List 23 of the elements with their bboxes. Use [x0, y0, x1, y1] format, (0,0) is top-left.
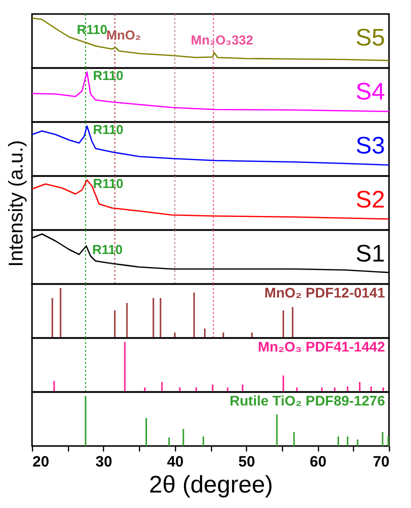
annotation: R110: [76, 22, 108, 37]
series-label: Rutile TiO₂ PDF89-1276: [230, 392, 386, 409]
x-tick-label: 70: [372, 454, 390, 470]
series-label: S1: [356, 240, 385, 268]
x-tick-label: 40: [166, 454, 184, 470]
series-label: S3: [356, 132, 385, 160]
x-tick-label: 20: [32, 454, 50, 470]
y-axis-title: Intensity (a.u.): [6, 140, 28, 267]
annotation: R110: [92, 68, 124, 83]
series-label: S4: [356, 78, 385, 106]
x-axis-title: 2θ (degree): [148, 472, 274, 498]
x-tick-label: 60: [310, 454, 326, 470]
annotation: Mn₂O₃332: [190, 32, 254, 48]
annotation: R110: [92, 122, 124, 137]
annotation: MnO₂: [106, 28, 142, 42]
series-label: S5: [356, 24, 385, 52]
series-label: MnO₂ PDF12-0141: [264, 284, 386, 301]
x-tick-label: 50: [238, 454, 256, 470]
annotation: R110: [92, 176, 124, 191]
annotation: R110: [92, 242, 123, 257]
text: Mn₂O₃ PDF41-1442: [258, 338, 386, 355]
series-label: S2: [356, 186, 385, 214]
x-tick-label: 30: [96, 454, 112, 470]
